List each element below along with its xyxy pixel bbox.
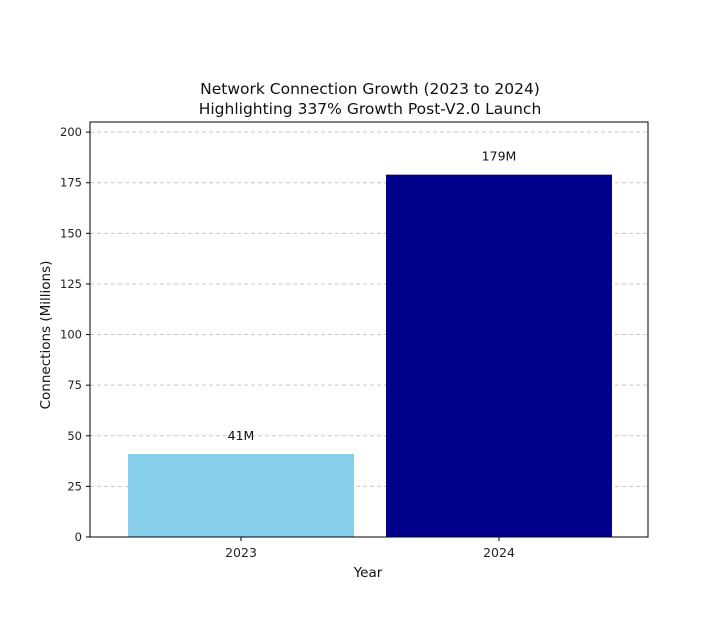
bar-2023	[128, 454, 354, 537]
y-tick-label: 75	[67, 378, 82, 392]
y-tick-label: 125	[60, 277, 82, 291]
x-axis-label: Year	[353, 565, 383, 581]
y-tick-label: 200	[60, 125, 82, 139]
chart-subtitle: Highlighting 337% Growth Post-V2.0 Launc…	[199, 100, 542, 118]
x-tick-label: 2024	[483, 545, 515, 560]
y-tick-label: 175	[60, 176, 82, 190]
data-label-2024: 179M	[482, 149, 517, 164]
x-tick-label: 2023	[225, 545, 257, 560]
x-axis-ticks: 2023 2024	[225, 537, 515, 560]
data-label-2023: 41M	[228, 428, 255, 443]
bar-2024	[386, 174, 612, 537]
y-tick-label: 50	[67, 429, 82, 443]
plot-area-frame	[89, 121, 649, 538]
y-axis-label: Connections (Millions)	[38, 261, 54, 410]
y-tick-label: 25	[67, 479, 82, 493]
y-tick-label: 150	[60, 226, 82, 240]
bars: 41M 179M	[128, 149, 612, 537]
chart-title: Network Connection Growth (2023 to 2024)	[200, 80, 540, 98]
y-tick-label: 100	[60, 328, 82, 342]
y-axis-ticks: 0 25 50 75 100 125 150 175 200	[60, 125, 90, 544]
y-tick-label: 0	[75, 530, 82, 544]
